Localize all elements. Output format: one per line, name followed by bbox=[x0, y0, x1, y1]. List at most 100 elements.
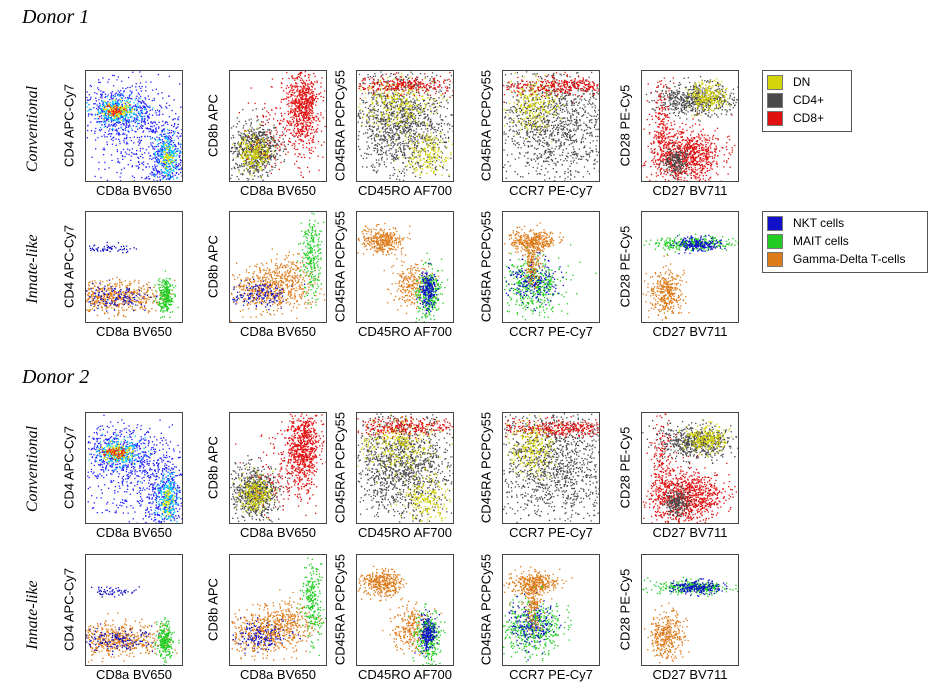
event-dot bbox=[122, 107, 124, 109]
event-dot bbox=[164, 149, 166, 151]
event-dot bbox=[163, 161, 165, 163]
event-dot bbox=[172, 130, 174, 132]
event-dot bbox=[264, 134, 267, 136]
event-dot bbox=[287, 129, 289, 131]
event-dot bbox=[162, 113, 164, 115]
event-dot bbox=[249, 161, 251, 164]
event-dot bbox=[280, 143, 282, 145]
event-dot bbox=[102, 111, 104, 113]
event-dot bbox=[138, 127, 141, 129]
event-dot bbox=[130, 111, 132, 113]
event-dot bbox=[391, 99, 394, 102]
event-dot bbox=[300, 113, 303, 115]
event-dot bbox=[242, 157, 244, 159]
event-dot bbox=[419, 108, 421, 110]
event-dot bbox=[156, 176, 159, 178]
event-dot bbox=[291, 98, 294, 100]
event-dot bbox=[270, 145, 272, 147]
event-dot bbox=[122, 112, 125, 114]
event-dot bbox=[275, 107, 277, 109]
event-dot bbox=[425, 128, 427, 130]
event-dot bbox=[386, 121, 389, 123]
event-dot bbox=[269, 156, 272, 158]
event-dot bbox=[296, 107, 298, 109]
event-dot bbox=[315, 95, 317, 98]
event-dot bbox=[98, 113, 101, 115]
event-dot bbox=[180, 162, 182, 164]
event-dot bbox=[256, 166, 258, 168]
event-dot bbox=[162, 177, 164, 179]
event-dot bbox=[113, 107, 115, 109]
event-dot bbox=[159, 151, 161, 153]
event-dot bbox=[136, 95, 138, 97]
event-dot bbox=[248, 119, 250, 121]
event-dot bbox=[389, 136, 391, 138]
event-dot bbox=[138, 139, 140, 141]
event-dot bbox=[109, 99, 111, 101]
event-dot bbox=[249, 152, 251, 154]
event-dot bbox=[260, 135, 263, 137]
event-dot bbox=[163, 129, 165, 131]
event-dot bbox=[172, 165, 174, 167]
event-dot bbox=[432, 148, 434, 150]
event-dot bbox=[247, 171, 249, 173]
event-dot bbox=[402, 121, 404, 123]
event-dot bbox=[111, 102, 113, 104]
event-dot bbox=[112, 106, 114, 109]
event-dot bbox=[116, 105, 118, 107]
event-dot bbox=[409, 148, 411, 150]
event-dot bbox=[452, 140, 453, 142]
event-dot bbox=[144, 106, 146, 109]
event-dot bbox=[165, 171, 168, 173]
event-dot bbox=[417, 112, 419, 114]
event-dot bbox=[169, 167, 171, 169]
event-dot bbox=[115, 100, 117, 102]
event-dot bbox=[247, 154, 250, 156]
event-dot bbox=[374, 140, 376, 142]
event-dot bbox=[279, 123, 281, 125]
event-dot bbox=[234, 142, 236, 145]
event-dot bbox=[303, 93, 305, 95]
event-dot bbox=[376, 120, 378, 122]
event-dot bbox=[450, 75, 453, 77]
event-dot bbox=[398, 96, 400, 98]
event-dot bbox=[158, 171, 161, 173]
event-dot bbox=[382, 95, 384, 98]
event-dot bbox=[424, 151, 427, 153]
event-dot bbox=[107, 105, 109, 107]
event-dot bbox=[103, 105, 105, 107]
event-dot bbox=[294, 100, 297, 102]
event-dot bbox=[115, 108, 117, 110]
event-dot bbox=[238, 120, 240, 123]
event-dot bbox=[315, 129, 318, 131]
event-dot bbox=[246, 150, 249, 152]
event-dot bbox=[300, 77, 302, 79]
event-dot bbox=[256, 115, 258, 117]
event-dot bbox=[310, 82, 313, 84]
event-dot bbox=[101, 112, 103, 114]
event-dot bbox=[413, 168, 415, 170]
event-dot bbox=[179, 159, 181, 161]
event-dot bbox=[309, 124, 311, 127]
event-dot bbox=[173, 134, 175, 136]
event-dot bbox=[162, 164, 164, 166]
event-dot bbox=[365, 106, 367, 109]
event-dot bbox=[429, 120, 431, 123]
event-dot bbox=[387, 144, 389, 146]
event-dot bbox=[118, 110, 120, 112]
row-label-d1-conventional: Conventional bbox=[24, 74, 42, 184]
event-dot bbox=[245, 163, 247, 165]
event-dot bbox=[139, 97, 141, 100]
event-dot bbox=[153, 172, 155, 175]
event-dot bbox=[421, 171, 423, 173]
event-dot bbox=[294, 102, 296, 105]
event-dot bbox=[430, 108, 432, 110]
event-dot bbox=[307, 99, 309, 101]
event-dot bbox=[109, 133, 111, 135]
event-dot bbox=[391, 155, 393, 157]
event-dot bbox=[397, 114, 399, 116]
event-dot bbox=[402, 170, 404, 172]
event-dot bbox=[427, 128, 429, 130]
event-dot bbox=[392, 137, 394, 140]
event-dot bbox=[147, 175, 150, 178]
